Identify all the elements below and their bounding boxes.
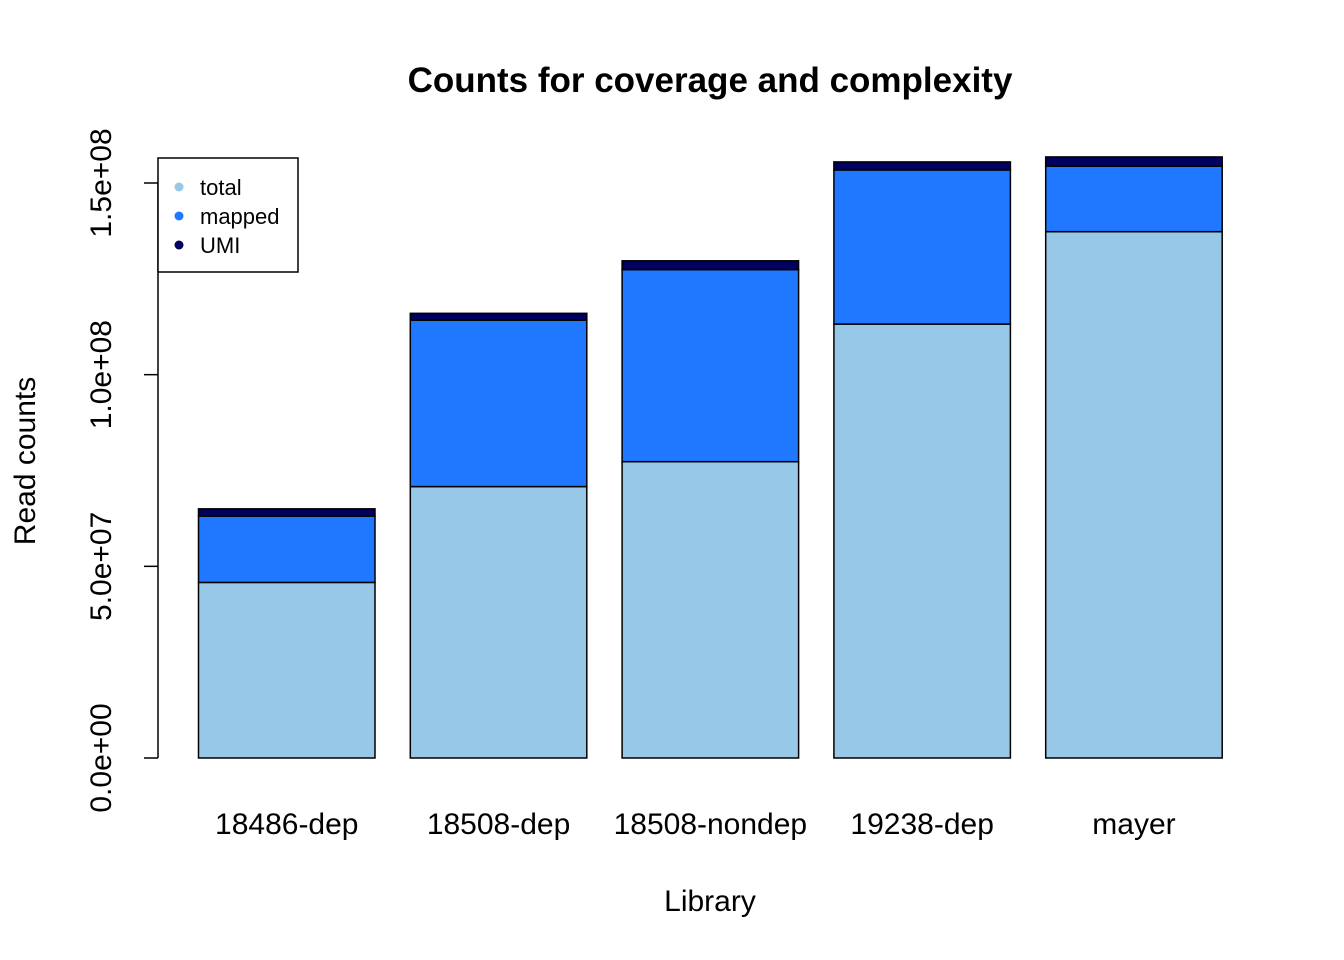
x-tick-label: 18486-dep (215, 808, 358, 841)
x-axis-tick-labels: 18486-dep 18508-dep 18508-nondep 19238-dep m… (215, 808, 1176, 841)
legend-marker-total (174, 182, 184, 192)
bar-total (197, 581, 376, 759)
bar-umi (621, 260, 800, 271)
legend-label-total: total (200, 175, 242, 200)
bar-total (409, 485, 588, 759)
x-tick-label: 18508-nondep (614, 808, 808, 841)
bar-mapped (197, 515, 376, 584)
bar-umi (197, 508, 376, 517)
y-tick-label: 5.0e+07 (85, 512, 118, 621)
y-tick-label: 0.0e+00 (85, 703, 118, 812)
bar-mapped (1044, 165, 1223, 233)
bar-mapped (833, 169, 1012, 325)
x-axis-label: Library (664, 885, 756, 918)
y-axis: 0.0e+00 5.0e+07 1.0e+08 1.5e+08 (85, 128, 159, 813)
bar-stack-mayer (1044, 156, 1223, 759)
legend-label-mapped: mapped (200, 204, 280, 229)
y-tick-label: 1.5e+08 (85, 128, 118, 237)
bar-total (621, 460, 800, 759)
bar-mapped (621, 268, 800, 463)
bar-stack-18508-dep (409, 312, 588, 759)
chart-title: Counts for coverage and complexity (408, 61, 1013, 100)
bar-stack-19238-dep (833, 161, 1012, 759)
bar-umi (1044, 156, 1223, 167)
legend-marker-umi (174, 240, 184, 250)
x-tick-label: 18508-dep (427, 808, 570, 841)
bar-mapped (409, 319, 588, 488)
bar-umi (833, 161, 1012, 171)
y-axis-label: Read counts (9, 377, 42, 545)
bars (197, 156, 1223, 759)
bar-umi (409, 312, 588, 321)
legend-marker-mapped (174, 211, 184, 221)
y-tick-label: 1.0e+08 (85, 320, 118, 429)
bar-stack-18486-dep (197, 508, 376, 759)
x-tick-label: 19238-dep (850, 808, 993, 841)
legend-label-umi: UMI (200, 233, 240, 258)
legend: total mapped UMI (157, 157, 299, 273)
x-tick-label: mayer (1092, 808, 1175, 841)
bar-total (1044, 230, 1223, 759)
bar-stack-18508-nondep (621, 260, 800, 759)
bar-total (833, 323, 1012, 759)
